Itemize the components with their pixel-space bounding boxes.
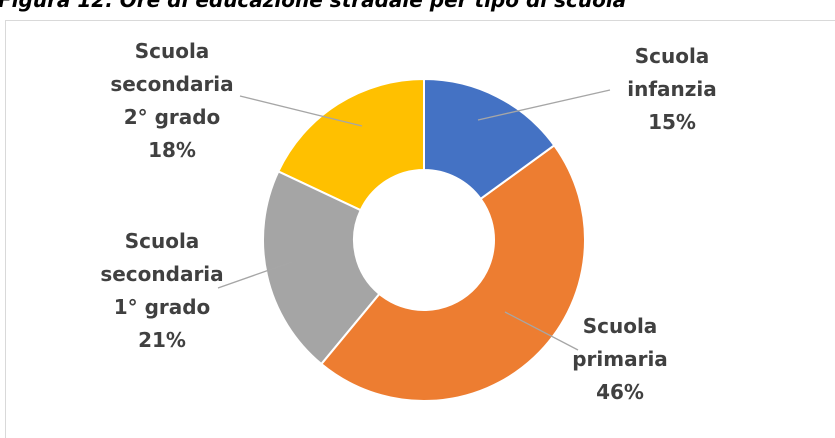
chart-title: Figura 12. Ore di educazione stradale pe… xyxy=(0,0,627,12)
value-label: 18% xyxy=(148,138,196,162)
category-label: Scuola primaria xyxy=(572,314,668,371)
leader-line xyxy=(477,89,611,121)
slice xyxy=(319,143,586,402)
data-label: Scuola secondaria 1° grado 21% xyxy=(100,225,224,357)
data-label: Scuola infanzia 15% xyxy=(610,40,734,139)
slice xyxy=(276,77,425,212)
category-label: Scuola secondaria 1° grado xyxy=(100,229,224,319)
category-label: Scuola secondaria 2° grado xyxy=(110,39,234,129)
category-label: Scuola infanzia xyxy=(627,44,717,101)
leader-line xyxy=(504,311,579,351)
value-label: 21% xyxy=(138,328,186,352)
data-label: Scuola primaria 46% xyxy=(558,310,682,409)
leader-line xyxy=(239,95,363,127)
chart-frame xyxy=(5,20,835,438)
slice xyxy=(262,170,381,366)
slice xyxy=(423,77,556,201)
value-label: 15% xyxy=(648,110,696,134)
value-label: 46% xyxy=(596,380,644,404)
leader-line xyxy=(217,261,293,289)
data-label: Scuola secondaria 2° grado 18% xyxy=(110,35,234,167)
